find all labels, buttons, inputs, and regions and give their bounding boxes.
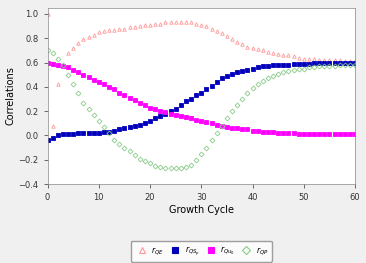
X-axis label: Growth Cycle: Growth Cycle bbox=[169, 205, 234, 215]
Y-axis label: Correlations: Correlations bbox=[5, 67, 16, 125]
Legend: $r_{QE}$, $r_{QS_p}$, $r_{Qu_0}$, $r_{QP}$: $r_{QE}$, $r_{QS_p}$, $r_{Qu_0}$, $r_{QP… bbox=[131, 241, 272, 262]
